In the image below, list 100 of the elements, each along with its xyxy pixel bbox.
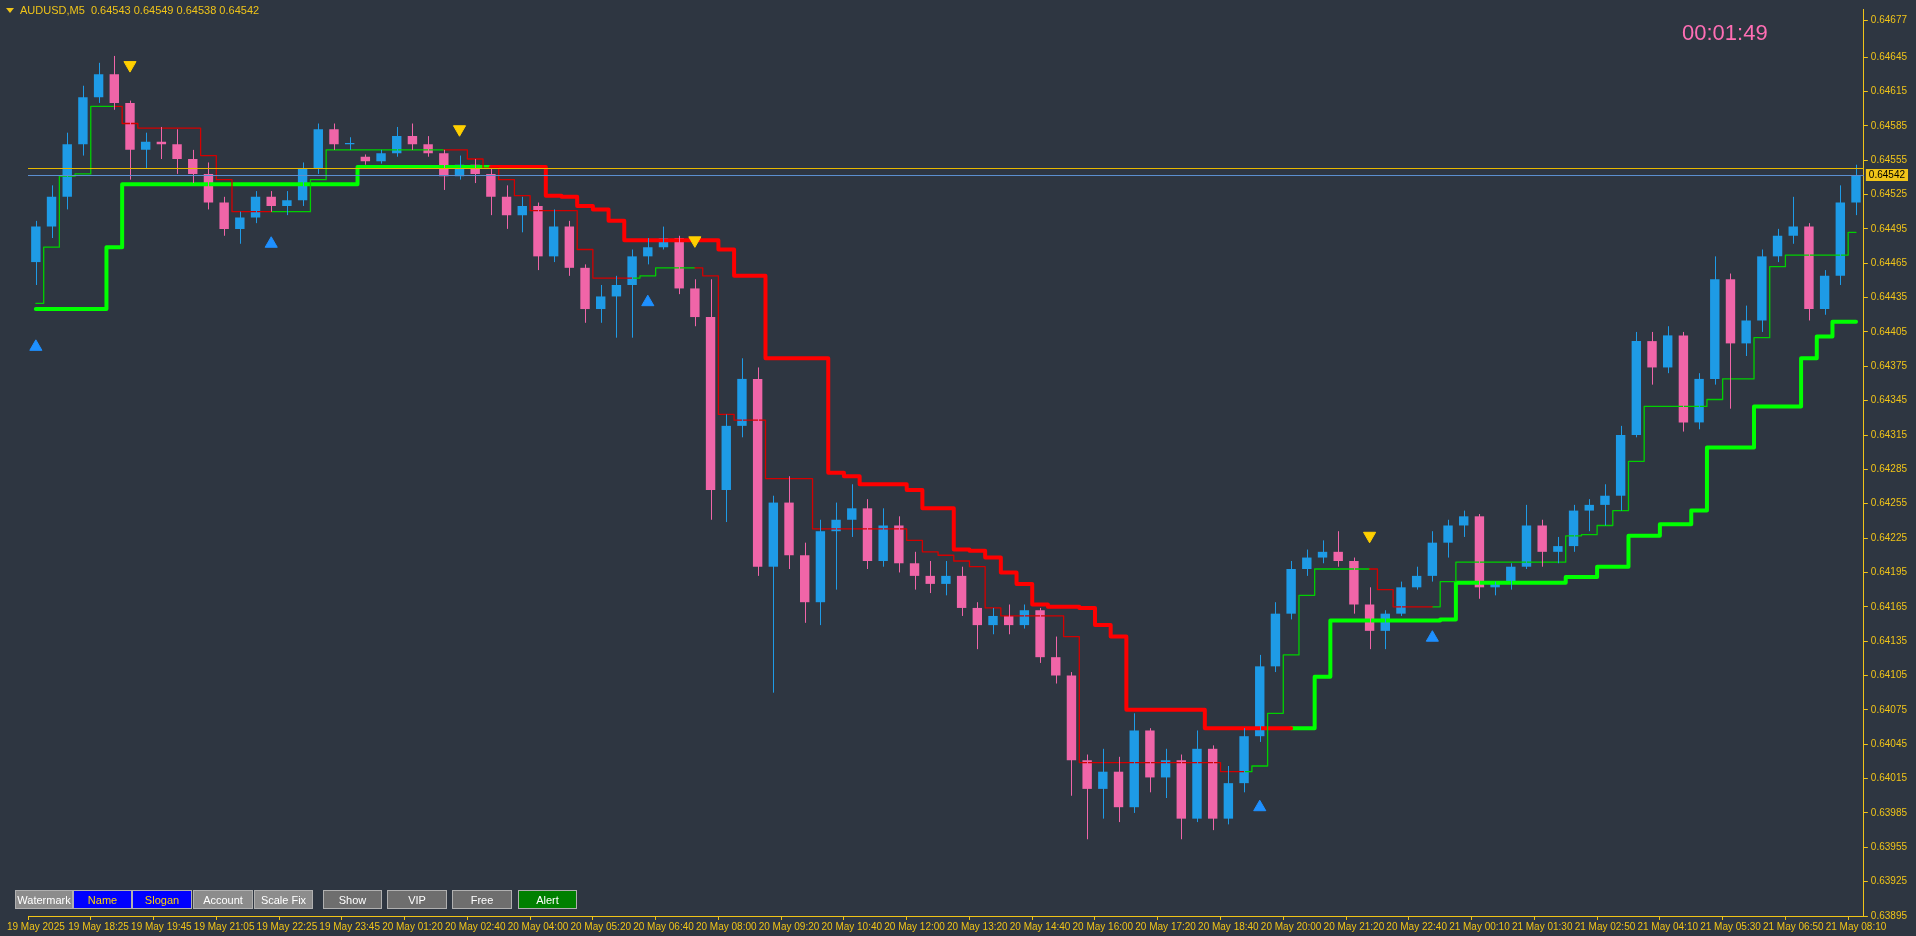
y-tick-label: 0.64225: [1870, 531, 1908, 543]
y-tick-label: 0.64525: [1870, 188, 1908, 200]
button: Name: [73, 890, 132, 909]
y-tick-label: 0.64315: [1870, 428, 1908, 440]
candlestick: [1600, 483, 1610, 526]
y-tick-label: 0.64165: [1870, 600, 1908, 612]
candlestick: [1192, 729, 1202, 823]
x-tick-label: 20 May 02:40: [444, 920, 506, 932]
candlestick: [125, 100, 135, 181]
candlestick: [1804, 222, 1814, 321]
candlestick: [627, 248, 637, 339]
candlestick: [1239, 727, 1249, 793]
y-tick-label: 0.64495: [1870, 222, 1908, 234]
button: Scale Fix: [254, 890, 313, 909]
button: VIP: [387, 890, 447, 909]
x-tick-label: 19 May 23:45: [319, 920, 381, 932]
x-tick-label: 21 May 05:30: [1700, 920, 1762, 932]
y-tick-label: 0.63955: [1870, 841, 1908, 853]
button: Show: [323, 890, 382, 909]
candlestick: [376, 149, 386, 165]
candlestick: [1741, 305, 1751, 357]
button: Account: [193, 890, 253, 909]
x-tick-label: 20 May 04:00: [507, 920, 569, 932]
x-tick-label: 20 May 18:40: [1198, 920, 1260, 932]
y-tick-label: 0.64015: [1870, 772, 1908, 784]
candlestick: [737, 357, 747, 438]
candlestick: [1082, 754, 1092, 840]
candlestick: [1537, 519, 1547, 568]
x-tick-label: 20 May 21:20: [1323, 920, 1385, 932]
y-tick-label: 0.64195: [1870, 566, 1908, 578]
button: Slogan: [132, 890, 192, 909]
y-tick-label: 0.64585: [1870, 119, 1908, 131]
candlestick: [1694, 372, 1704, 430]
y-tick-label: 0.64105: [1870, 669, 1908, 681]
x-tick-label: 20 May 13:20: [947, 920, 1009, 932]
x-tick-label: 21 May 01:30: [1511, 920, 1573, 932]
candlestick: [1333, 530, 1343, 568]
x-tick-label: 20 May 01:20: [382, 920, 444, 932]
button: Alert: [518, 890, 577, 909]
x-tick-label: 20 May 17:20: [1135, 920, 1197, 932]
candlestick: [1286, 560, 1296, 620]
candlestick: [31, 220, 41, 286]
y-tick-label: 0.64255: [1870, 497, 1908, 509]
x-tick-label: 21 May 04:10: [1637, 920, 1699, 932]
button: Free: [452, 890, 512, 909]
candlestick: [784, 475, 794, 570]
candlestick: [1851, 164, 1861, 216]
candlestick: [878, 507, 888, 568]
x-tick-label: 20 May 16:00: [1072, 920, 1134, 932]
y-tick-label: 0.64677: [1870, 14, 1908, 26]
x-tick-label: 20 May 08:00: [695, 920, 757, 932]
candlestick: [533, 202, 543, 271]
x-tick-label: 19 May 2025: [6, 920, 66, 932]
candlestick: [172, 128, 182, 175]
x-tick-label: 20 May 05:20: [570, 920, 632, 932]
candlestick: [580, 263, 590, 324]
candlestick: [1757, 248, 1767, 333]
y-tick-label: 0.64285: [1870, 463, 1908, 475]
candlestick: [1647, 331, 1657, 386]
y-tick-label: 0.64045: [1870, 737, 1908, 749]
annotation: 00:01:49: [1682, 20, 1768, 46]
y-tick-label: 0.64075: [1870, 703, 1908, 715]
candlestick: [941, 560, 951, 596]
x-tick-label: 20 May 22:40: [1386, 920, 1448, 932]
candlestick: [1349, 557, 1359, 615]
candlestick: [894, 515, 904, 573]
x-tick-label: 20 May 06:40: [633, 920, 695, 932]
candlestick: [329, 123, 339, 151]
x-tick-label: 19 May 18:25: [68, 920, 130, 932]
y-tick-label: 0.63895: [1870, 909, 1908, 921]
x-tick-label: 21 May 02:50: [1574, 920, 1636, 932]
candlestick: [1098, 748, 1108, 820]
candlestick: [1035, 607, 1045, 664]
y-tick-label: 0.64405: [1870, 325, 1908, 337]
y-tick-label: 0.64645: [1870, 50, 1908, 62]
candlestick: [1396, 581, 1406, 617]
y-tick-label: 0.64135: [1870, 634, 1908, 646]
y-tick-label: 0.64435: [1870, 291, 1908, 303]
x-tick-label: 20 May 12:00: [884, 920, 946, 932]
x-tick-label: 19 May 19:45: [131, 920, 193, 932]
x-tick-label: 20 May 10:40: [821, 920, 883, 932]
candlestick: [1145, 727, 1155, 793]
y-tick-label: 0.63925: [1870, 875, 1908, 887]
candlestick: [690, 278, 700, 327]
x-tick-label: 21 May 06:50: [1762, 920, 1824, 932]
x-tick-label: 20 May 20:00: [1260, 920, 1322, 932]
button: Watermark: [15, 890, 73, 909]
y-tick-label: 0.64555: [1870, 153, 1908, 165]
x-tick-label: 20 May 14:40: [1009, 920, 1071, 932]
candlestick: [486, 167, 496, 216]
y-tick-label: 0.64375: [1870, 360, 1908, 372]
candlestick: [1553, 536, 1563, 564]
y-tick-label: 0.64465: [1870, 256, 1908, 268]
y-tick-label: 0.64615: [1870, 85, 1908, 97]
y-tick-label: 0.64345: [1870, 394, 1908, 406]
candlestick: [219, 196, 229, 237]
x-tick-label: 19 May 22:25: [256, 920, 318, 932]
candlestick: [643, 237, 653, 265]
x-tick-label: 21 May 00:10: [1449, 920, 1511, 932]
candlestick: [988, 607, 998, 635]
